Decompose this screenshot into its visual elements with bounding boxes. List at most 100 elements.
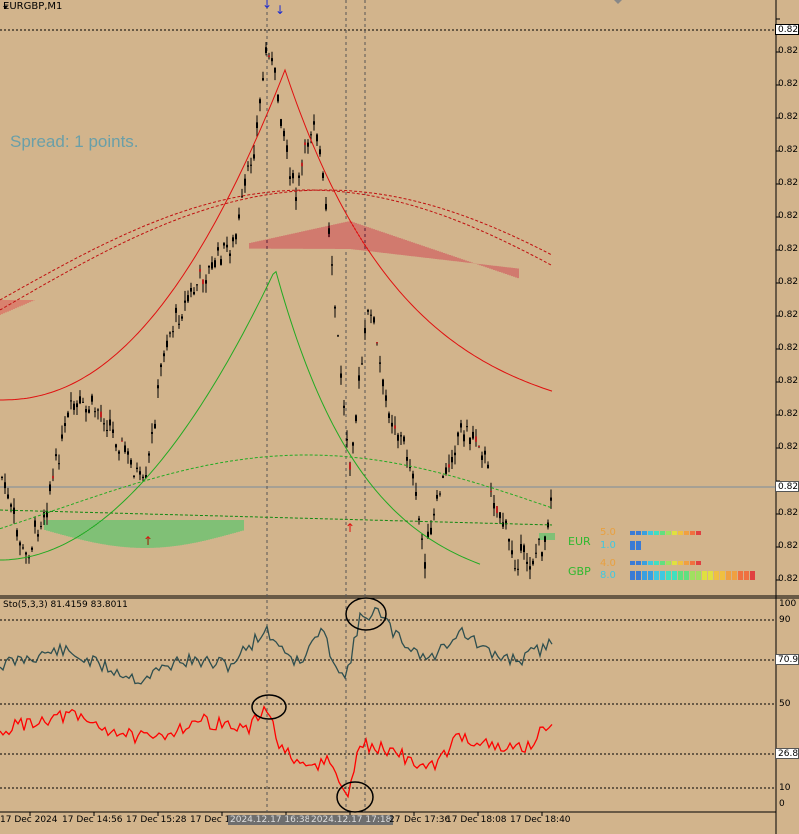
down-arrow-icon: ↓: [275, 3, 285, 17]
candle-body: [340, 373, 342, 378]
candle-body: [151, 432, 153, 434]
chevron-down-icon: [3, 6, 8, 9]
candle-body: [529, 566, 531, 570]
strength-bar: [630, 531, 635, 535]
annotation-circle: [345, 597, 387, 631]
candle-body: [100, 411, 102, 418]
candle-body: [202, 279, 204, 285]
candle-body: [550, 497, 552, 501]
sto-level-90: 90: [779, 615, 791, 625]
candle-body: [286, 145, 288, 152]
sto-level-50: 50: [779, 699, 791, 709]
top-price-tag: 0.82: [775, 24, 799, 35]
strength-bar: [690, 561, 695, 565]
candle-body: [235, 234, 237, 240]
candle-body: [358, 375, 360, 381]
strength-bar: [654, 571, 659, 580]
candle-body: [184, 300, 186, 303]
candle-body: [454, 452, 456, 456]
gbp-value-2: 8.0: [600, 570, 616, 581]
candle-body: [448, 464, 450, 468]
sto-level-10: 10: [779, 783, 791, 793]
candle-body: [250, 164, 252, 166]
strength-bar: [666, 561, 671, 565]
price-axis-label: 0.82: [778, 574, 799, 584]
candle-body: [145, 475, 147, 479]
candle-body: [163, 353, 165, 357]
time-label-6: Dec 17:36: [404, 815, 451, 825]
candle-body: [25, 552, 27, 555]
candle-body: [376, 342, 378, 344]
candle-body: [82, 401, 84, 403]
marker-icon: [614, 0, 622, 4]
candle-body: [85, 409, 87, 413]
candle-body: [520, 544, 522, 551]
candle-body: [193, 292, 195, 295]
candle-body: [349, 462, 351, 470]
moving-average-dashed-green: [0, 454, 553, 530]
strength-bar: [636, 531, 641, 535]
candle-body: [412, 473, 414, 479]
candle-body: [415, 491, 417, 496]
price-axis-label: 0.82: [778, 343, 799, 353]
candle-body: [67, 412, 69, 418]
strength-bar: [702, 571, 707, 580]
candle-body: [211, 262, 213, 269]
candle-body: [481, 455, 483, 460]
candle-body: [208, 265, 210, 268]
price-axis-label: 0.82: [778, 79, 799, 89]
candle-body: [7, 494, 9, 499]
candle-body: [127, 451, 129, 455]
candle-body: [205, 280, 207, 284]
spread-text: Spread: 1 points.: [10, 132, 139, 151]
price-axis-label: 0.82: [778, 376, 799, 386]
candle-body: [190, 288, 192, 292]
candle-body: [136, 467, 138, 470]
candle-body: [154, 423, 156, 429]
candle-body: [355, 415, 357, 422]
candle-body: [451, 456, 453, 463]
candle-body: [478, 446, 480, 448]
candle-body: [307, 142, 309, 147]
strength-bar: [660, 561, 665, 565]
candle-body: [265, 47, 267, 53]
candle-body: [382, 379, 384, 387]
candle-body: [511, 550, 513, 555]
strength-bar: [630, 571, 635, 580]
candle-body: [115, 444, 117, 448]
candle-body: [535, 552, 537, 554]
candle-body: [400, 435, 402, 437]
candle-body: [319, 149, 321, 155]
candle-body: [61, 434, 63, 439]
moving-average-dashed-red: [0, 189, 553, 301]
candle-body: [40, 526, 42, 528]
candle-body: [328, 228, 330, 234]
strength-bar: [684, 531, 689, 535]
candle-body: [421, 538, 423, 540]
strength-bar: [720, 571, 725, 580]
time-highlight-1: 2024.12.17 16:38: [228, 815, 313, 825]
candle-body: [418, 518, 420, 521]
candle-body: [316, 134, 318, 142]
price-axis-label: 0.82: [778, 277, 799, 287]
candle-body: [367, 310, 369, 312]
candle-body: [541, 552, 543, 557]
time-highlight-2: 2024.12.17 17:18: [309, 815, 394, 825]
candle-body: [112, 429, 114, 434]
time-label-3: 17 Dec 15:28: [126, 815, 187, 825]
strength-bar: [726, 571, 731, 580]
candle-body: [532, 560, 534, 565]
candle-body: [502, 522, 504, 527]
strength-bar: [642, 531, 647, 535]
candle-body: [247, 165, 249, 167]
strength-bar: [654, 561, 659, 565]
candle-body: [214, 260, 216, 268]
strength-bar: [666, 571, 671, 580]
strength-bar: [678, 571, 683, 580]
eur-label: EUR: [568, 535, 591, 548]
price-axis-label: 0.82: [778, 508, 799, 518]
candle-body: [433, 513, 435, 516]
sto-level-100: 100: [779, 599, 797, 609]
